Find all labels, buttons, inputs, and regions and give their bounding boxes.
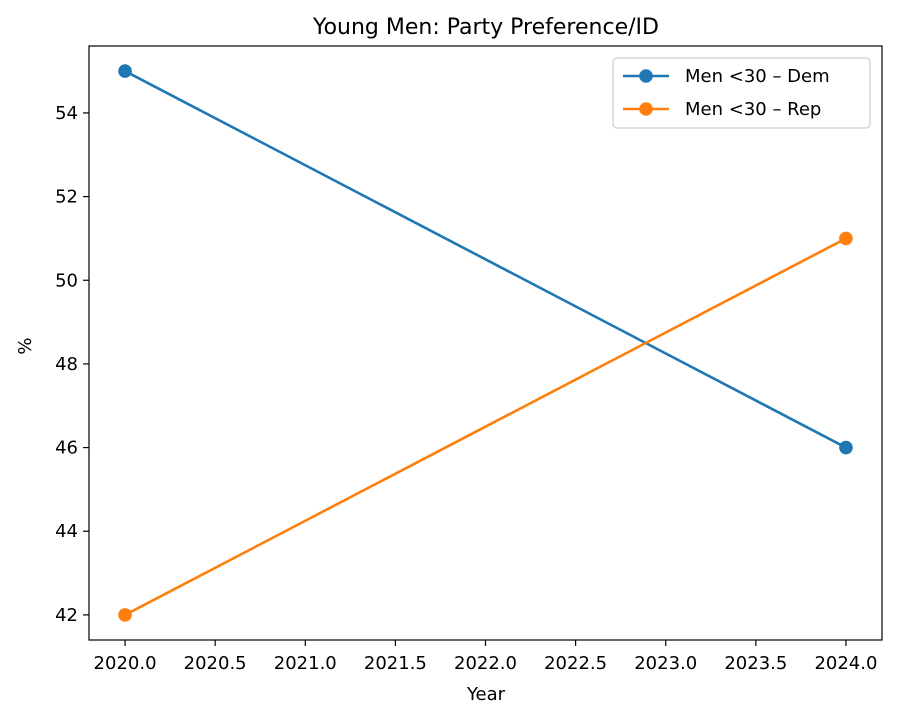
y-tick-label: 50 bbox=[55, 270, 78, 291]
x-tick-label: 2023.5 bbox=[724, 653, 787, 674]
legend-marker bbox=[639, 69, 653, 83]
y-tick-label: 42 bbox=[55, 605, 78, 626]
y-tick-label: 52 bbox=[55, 187, 78, 208]
x-tick-label: 2020.5 bbox=[184, 653, 247, 674]
x-tick-label: 2022.0 bbox=[454, 653, 517, 674]
x-tick-label: 2020.0 bbox=[94, 653, 157, 674]
legend: Men <30 – Dem Men <30 – Rep bbox=[612, 57, 871, 129]
series-line-2 bbox=[124, 237, 847, 617]
y-tick-label: 48 bbox=[55, 354, 78, 375]
legend-label: Men <30 – Dem bbox=[685, 66, 830, 87]
data-point bbox=[118, 608, 132, 622]
plot-area: 2020.0 2020.5 2021.0 2021.5 2022.0 2022.5 2023… bbox=[55, 45, 883, 674]
legend-label: Men <30 – Rep bbox=[685, 99, 821, 120]
x-tick-label: 2021.5 bbox=[364, 653, 427, 674]
x-tick-label: 2024.0 bbox=[814, 653, 877, 674]
chart-title: Young Men: Party Preference/ID bbox=[312, 15, 659, 40]
series-line-1 bbox=[124, 69, 847, 449]
data-point bbox=[839, 231, 853, 246]
y-tick-label: 46 bbox=[55, 438, 78, 459]
legend-marker bbox=[639, 102, 653, 116]
x-axis-label: Year bbox=[466, 684, 506, 705]
y-tick-label: 54 bbox=[55, 103, 78, 124]
data-point bbox=[839, 440, 853, 455]
y-tick-label: 44 bbox=[55, 521, 78, 542]
y-axis-label: % bbox=[15, 337, 36, 354]
data-point bbox=[118, 64, 132, 78]
x-tick-label: 2022.5 bbox=[544, 653, 607, 674]
plot-frame bbox=[88, 45, 883, 641]
legend-box bbox=[612, 57, 871, 129]
x-tick-label: 2023.0 bbox=[634, 653, 697, 674]
x-tick-label: 2021.0 bbox=[274, 653, 337, 674]
